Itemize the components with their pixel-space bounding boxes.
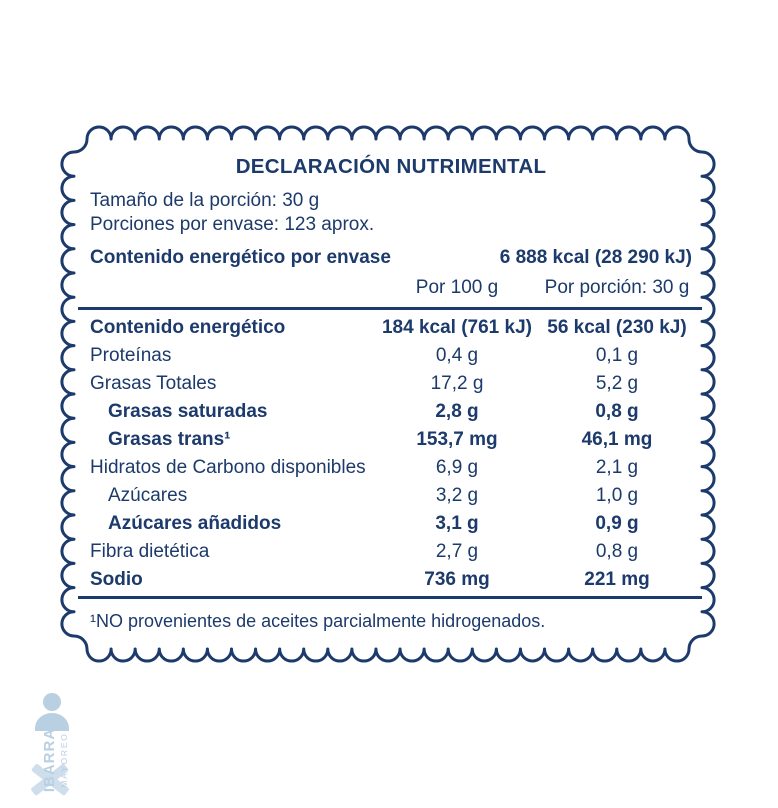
nutrition-row: Contenido energético 184 kcal (761 kJ) 56 …	[90, 314, 692, 342]
value-per-portion: 0,9 g	[595, 513, 639, 534]
value-per-portion: 221 mg	[584, 569, 650, 590]
nutrient-name: Azúcares añadidos	[108, 513, 282, 534]
serving-size-text: Tamaño de la porción: 30 g	[90, 190, 320, 211]
col-header-per-100g: Por 100 g	[415, 277, 499, 298]
value-per-portion: 5,2 g	[595, 373, 639, 394]
value-per-portion: 0,8 g	[595, 401, 639, 422]
value-per-portion: 1,0 g	[595, 485, 639, 506]
watermark-brand-text: IBARRA	[41, 728, 58, 792]
col-header-per-portion: Por porción: 30 g	[544, 277, 690, 298]
column-header-spacer	[90, 275, 372, 301]
nutrient-name: Hidratos de Carbono disponibles	[90, 457, 366, 478]
nutrition-row: Grasas saturadas 2,8 g 0,8 g	[90, 398, 692, 426]
divider-bottom	[78, 596, 702, 599]
energy-per-container-value: 6 888 kcal (28 290 kJ)	[499, 247, 692, 268]
value-per-100g: 736 mg	[424, 569, 490, 590]
watermark-ribbon-icon	[31, 763, 69, 796]
footnote-text: ¹NO provenientes de aceites parcialmente…	[90, 611, 546, 631]
nutrient-name: Proteínas	[90, 345, 172, 366]
label-title: DECLARACIÓN NUTRIMENTAL	[235, 155, 547, 178]
value-per-100g: 0,4 g	[435, 345, 479, 366]
energy-per-container-row: Contenido energético por envase 6 888 kc…	[90, 245, 692, 271]
ticket-scalloped-border	[60, 125, 716, 663]
servings-per-container-text: Porciones por envase: 123 aprox.	[90, 214, 375, 235]
nutrient-name: Azúcares	[108, 485, 188, 506]
value-per-portion: 0,1 g	[595, 345, 639, 366]
nutrient-name: Fibra dietética	[90, 541, 210, 562]
nutrient-name: Contenido energético	[90, 317, 286, 338]
ticket-border-svg	[60, 125, 716, 663]
nutrition-row: Fibra dietética 2,7 g 0,8 g	[90, 538, 692, 566]
nutrition-row: Azúcares añadidos 3,1 g 0,9 g	[90, 510, 692, 538]
value-per-100g: 2,8 g	[435, 401, 479, 422]
divider-top	[78, 307, 702, 310]
value-per-portion: 2,1 g	[595, 457, 639, 478]
value-per-100g: 2,7 g	[435, 541, 479, 562]
value-per-100g: 6,9 g	[435, 457, 479, 478]
energy-per-container-label: Contenido energético por envase	[90, 247, 391, 268]
value-per-100g: 153,7 mg	[416, 429, 498, 450]
label-content: DECLARACIÓN NUTRIMENTAL Tamaño de la por…	[60, 125, 716, 663]
nutrition-row: Sodio 736 mg 221 mg	[90, 566, 692, 594]
column-headers-row: Por 100 g Por porción: 30 g	[90, 275, 692, 301]
nutrition-row: Proteínas 0,4 g 0,1 g	[90, 342, 692, 370]
nutrient-name: Grasas Totales	[90, 373, 217, 394]
value-per-portion: 46,1 mg	[581, 429, 653, 450]
brand-watermark: IBARRA MAYOREO	[20, 688, 100, 803]
watermark-figure-icon	[35, 693, 69, 731]
nutrient-name: Grasas trans¹	[108, 429, 231, 450]
nutrient-name: Sodio	[90, 569, 143, 590]
nutrition-label: DECLARACIÓN NUTRIMENTAL Tamaño de la por…	[60, 125, 716, 663]
value-per-100g: 3,1 g	[435, 513, 479, 534]
watermark-svg: IBARRA MAYOREO	[31, 693, 69, 796]
nutrient-name: Grasas saturadas	[108, 401, 268, 422]
nutrition-rows: Contenido energético 184 kcal (761 kJ) 56 …	[90, 314, 692, 594]
watermark-sub-text: MAYOREO	[59, 732, 69, 787]
value-per-100g: 17,2 g	[430, 373, 484, 394]
nutrition-row: Hidratos de Carbono disponibles 6,9 g 2,1 …	[90, 454, 692, 482]
value-per-100g: 184 kcal (761 kJ)	[381, 317, 532, 338]
value-per-portion: 56 kcal (230 kJ)	[547, 317, 687, 338]
nutrition-row: Grasas trans¹ 153,7 mg 46,1 mg	[90, 426, 692, 454]
value-per-portion: 0,8 g	[595, 541, 639, 562]
nutrition-row: Grasas Totales 17,2 g 5,2 g	[90, 370, 692, 398]
nutrition-row: Azúcares 3,2 g 1,0 g	[90, 482, 692, 510]
value-per-100g: 3,2 g	[435, 485, 479, 506]
